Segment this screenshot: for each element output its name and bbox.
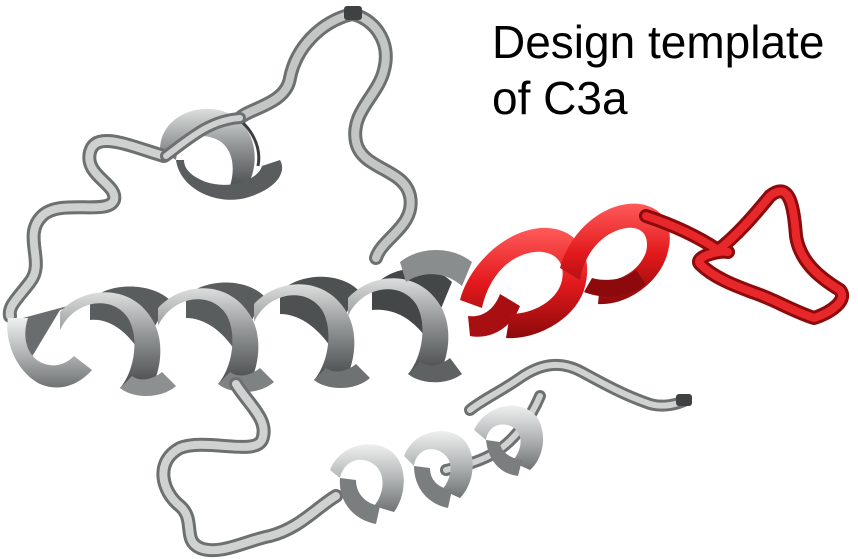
highlighted-segment: [460, 184, 849, 339]
main-helix-grey: [7, 250, 472, 396]
lower-small-helices: [330, 405, 544, 524]
top-coil: [233, 6, 418, 265]
caption-line-2: of C3a: [492, 72, 628, 124]
left-loop: [2, 112, 246, 323]
figure-caption: Design template of C3a: [492, 14, 852, 126]
lower-loop: [156, 358, 692, 558]
caption-line-1: Design template: [492, 16, 825, 68]
